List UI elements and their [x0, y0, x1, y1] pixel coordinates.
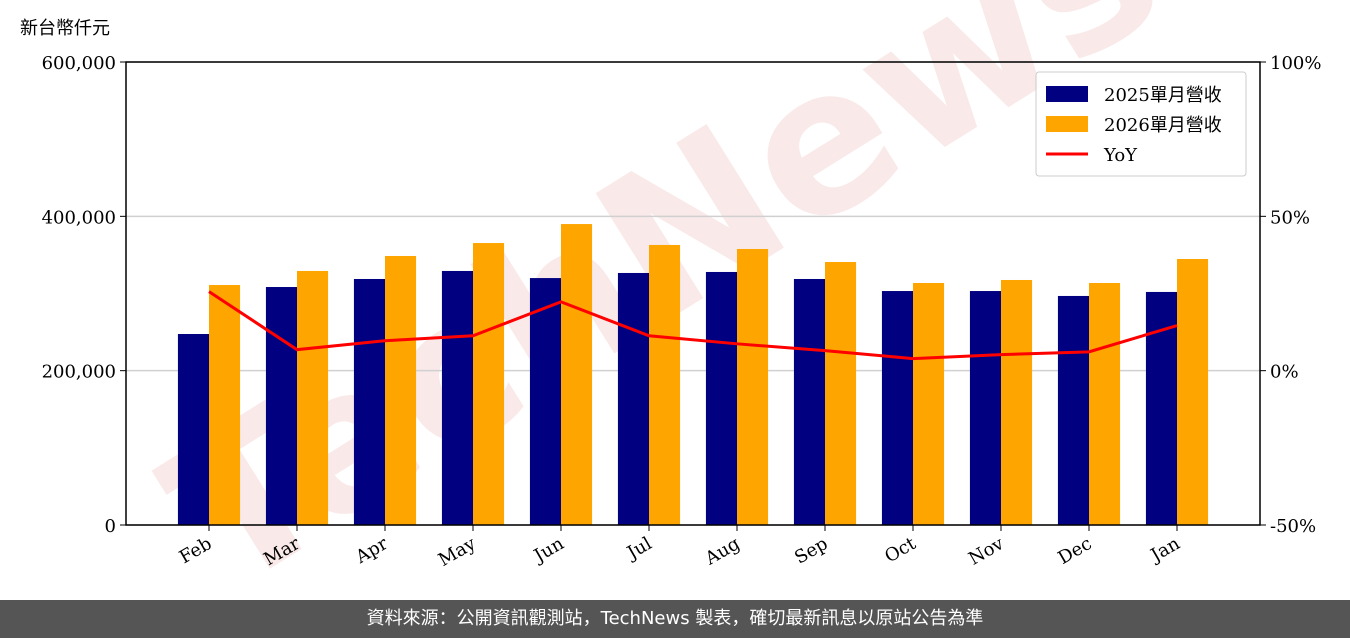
y2-tick-label: 100% [1270, 53, 1321, 74]
y-tick-label: 200,000 [42, 362, 116, 383]
y-tick-label: 400,000 [42, 207, 116, 228]
bar [297, 270, 329, 525]
plot-frame [125, 61, 1261, 526]
bar [793, 278, 825, 525]
bar [1001, 279, 1033, 525]
line [208, 290, 1178, 361]
bar [441, 270, 473, 525]
x-tick-label: Jan [1146, 533, 1184, 567]
bar [529, 278, 561, 525]
y-tick-label: 0 [105, 516, 116, 537]
x-tick-label: Jul [622, 533, 656, 565]
x-tick-label: Dec [1055, 533, 1096, 569]
bar [473, 243, 505, 525]
bar [649, 244, 681, 526]
bar [265, 287, 297, 525]
bar [1089, 283, 1121, 525]
footer: 資料來源：公開資訊觀測站，TechNews 製表，確切最新訊息以原站公告為準 [0, 600, 1350, 638]
legend-swatch [1046, 86, 1088, 102]
y-axis-label: 新台幣仟元 [20, 18, 110, 39]
bar [385, 255, 417, 525]
bar [1177, 259, 1209, 525]
legend-box [1035, 71, 1247, 177]
bar [177, 334, 209, 525]
bar [705, 271, 737, 525]
bar [1057, 295, 1089, 525]
legend-swatch [1046, 116, 1088, 132]
bar [913, 283, 945, 525]
x-tick-label: May [435, 533, 480, 571]
legend-label: YoY [1103, 145, 1138, 166]
y2-tick-label: 0% [1270, 362, 1299, 383]
x-tick-label: Aug [701, 533, 744, 570]
bar [353, 278, 385, 525]
bar [825, 262, 857, 525]
x-tick-label: Oct [881, 533, 920, 568]
y-tick-label: 600,000 [42, 53, 116, 74]
legend-label: 2025單月營收 [1104, 85, 1222, 106]
bar [881, 291, 913, 525]
chart: 新台幣仟元 TechNews 0200,000400,000600,000-50… [20, 0, 1321, 636]
x-tick-label: Jun [529, 533, 568, 568]
bar [617, 272, 649, 525]
y2-tick-label: 50% [1270, 207, 1310, 228]
bar [737, 248, 769, 525]
x-tick-label: Nov [965, 533, 1008, 570]
x-tick-label: Sep [791, 533, 831, 568]
bar [561, 224, 593, 526]
y2-tick-label: -50% [1270, 516, 1316, 537]
bar [209, 285, 241, 525]
legend-label: 2026單月營收 [1104, 115, 1222, 136]
bar [969, 291, 1001, 525]
